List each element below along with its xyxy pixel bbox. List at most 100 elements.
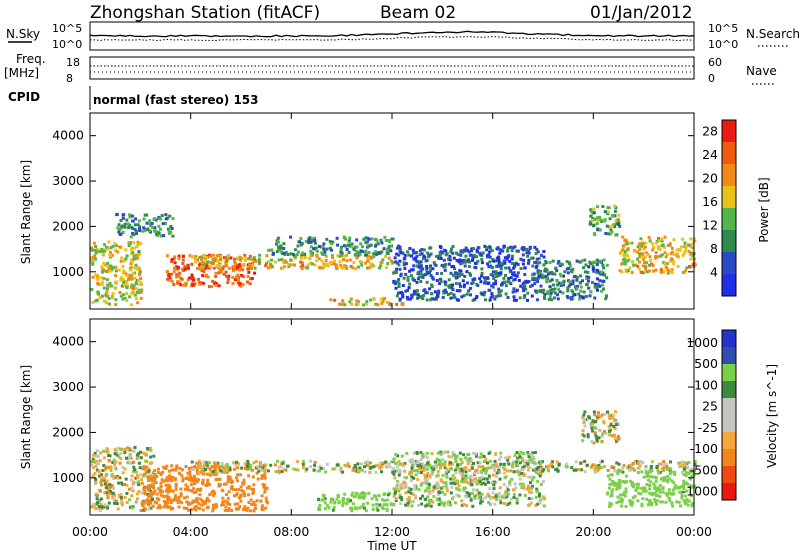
- range-gate-cell: [554, 266, 558, 270]
- range-gate-cell: [511, 272, 514, 276]
- range-gate-cell: [491, 274, 495, 278]
- range-gate-cell: [610, 434, 614, 438]
- range-gate-cell: [106, 506, 109, 510]
- range-gate-cell: [162, 505, 166, 509]
- range-gate-cell: [395, 487, 399, 491]
- range-gate-cell: [628, 241, 632, 245]
- range-gate-cell: [516, 470, 520, 474]
- range-gate-cell: [648, 263, 651, 267]
- range-gate-cell: [263, 490, 267, 494]
- range-gate-cell: [644, 261, 648, 265]
- range-gate-cell: [411, 458, 415, 462]
- range-gate-cell: [95, 468, 99, 472]
- range-gate-cell: [120, 284, 124, 288]
- range-gate-cell: [320, 259, 324, 263]
- range-gate-cell: [569, 297, 573, 301]
- range-gate-cell: [455, 289, 459, 293]
- range-gate-cell: [98, 296, 102, 300]
- range-gate-cell: [92, 256, 96, 260]
- range-gate-cell: [416, 464, 420, 468]
- range-gate-cell: [202, 470, 206, 474]
- range-gate-cell: [119, 294, 123, 298]
- range-gate-cell: [323, 501, 327, 505]
- range-gate-cell: [645, 251, 649, 255]
- range-gate-cell: [512, 295, 516, 299]
- range-gate-cell: [354, 267, 358, 271]
- range-gate-cell: [593, 470, 597, 474]
- range-gate-cell: [175, 273, 179, 277]
- range-gate-cell: [529, 481, 532, 485]
- range-gate-cell: [596, 282, 600, 286]
- range-gate-cell: [375, 506, 379, 510]
- range-gate-cell: [662, 479, 666, 483]
- range-gate-cell: [536, 502, 540, 506]
- range-gate-cell: [95, 298, 99, 302]
- range-gate-cell: [115, 453, 119, 457]
- range-gate-cell: [403, 257, 407, 260]
- range-gate-cell: [168, 505, 172, 509]
- range-gate-cell: [594, 434, 598, 438]
- range-gate-cell: [536, 469, 540, 473]
- range-gate-cell: [645, 472, 649, 476]
- range-gate-cell: [619, 469, 623, 473]
- range-gate-cell: [492, 259, 496, 263]
- range-gate-cell: [502, 276, 506, 280]
- range-gate-cell: [374, 250, 377, 254]
- range-gate-cell: [341, 299, 345, 303]
- range-gate-cell: [247, 501, 251, 504]
- range-gate-cell: [682, 473, 686, 476]
- range-gate-cell: [508, 501, 512, 505]
- range-gate-cell: [331, 256, 334, 259]
- range-gate-cell: [630, 241, 634, 245]
- range-gate-cell: [597, 413, 600, 417]
- range-gate-cell: [413, 484, 417, 488]
- range-gate-cell: [221, 500, 225, 504]
- range-gate-cell: [201, 281, 205, 285]
- range-gate-cell: [614, 420, 618, 424]
- range-gate-cell: [401, 303, 405, 307]
- range-gate-cell: [146, 492, 150, 496]
- range-gate-cell: [472, 462, 475, 465]
- range-gate-cell: [226, 281, 230, 284]
- range-gate-cell: [504, 273, 507, 277]
- range-gate-cell: [413, 278, 417, 282]
- range-gate-cell: [429, 298, 433, 302]
- range-gate-cell: [166, 498, 170, 502]
- range-gate-cell: [165, 464, 169, 468]
- range-gate-cell: [144, 501, 148, 505]
- range-gate-cell: [548, 285, 552, 289]
- range-gate-cell: [545, 279, 549, 283]
- range-gate-cell: [474, 452, 478, 456]
- range-gate-cell: [411, 492, 415, 496]
- power-colorbar-tick: 12: [702, 218, 718, 233]
- range-gate-cell: [434, 463, 438, 467]
- range-gate-cell: [389, 244, 393, 248]
- range-gate-cell: [592, 218, 596, 222]
- range-gate-cell: [640, 486, 644, 490]
- range-gate-cell: [682, 463, 686, 467]
- power-colorbar-band: [722, 230, 736, 252]
- range-gate-cell: [578, 297, 582, 301]
- range-gate-cell: [503, 281, 507, 285]
- range-gate-cell: [332, 259, 336, 263]
- range-gate-cell: [641, 241, 644, 245]
- range-gate-cell: [614, 469, 618, 473]
- range-gate-cell: [271, 252, 275, 256]
- range-gate-cell: [493, 502, 497, 506]
- range-gate-cell: [539, 463, 543, 467]
- range-gate-cell: [502, 462, 506, 466]
- range-gate-cell: [140, 478, 144, 482]
- range-gate-cell: [437, 503, 441, 507]
- range-gate-cell: [103, 480, 107, 484]
- range-gate-cell: [293, 248, 297, 252]
- y-tick-label: 4000: [52, 128, 84, 143]
- range-gate-cell: [124, 273, 128, 277]
- range-gate-cell: [324, 263, 327, 267]
- range-gate-cell: [432, 487, 436, 491]
- range-gate-cell: [227, 490, 231, 494]
- range-gate-cell: [680, 490, 684, 494]
- range-gate-cell: [654, 241, 658, 245]
- range-gate-cell: [242, 491, 246, 495]
- range-gate-cell: [638, 464, 642, 468]
